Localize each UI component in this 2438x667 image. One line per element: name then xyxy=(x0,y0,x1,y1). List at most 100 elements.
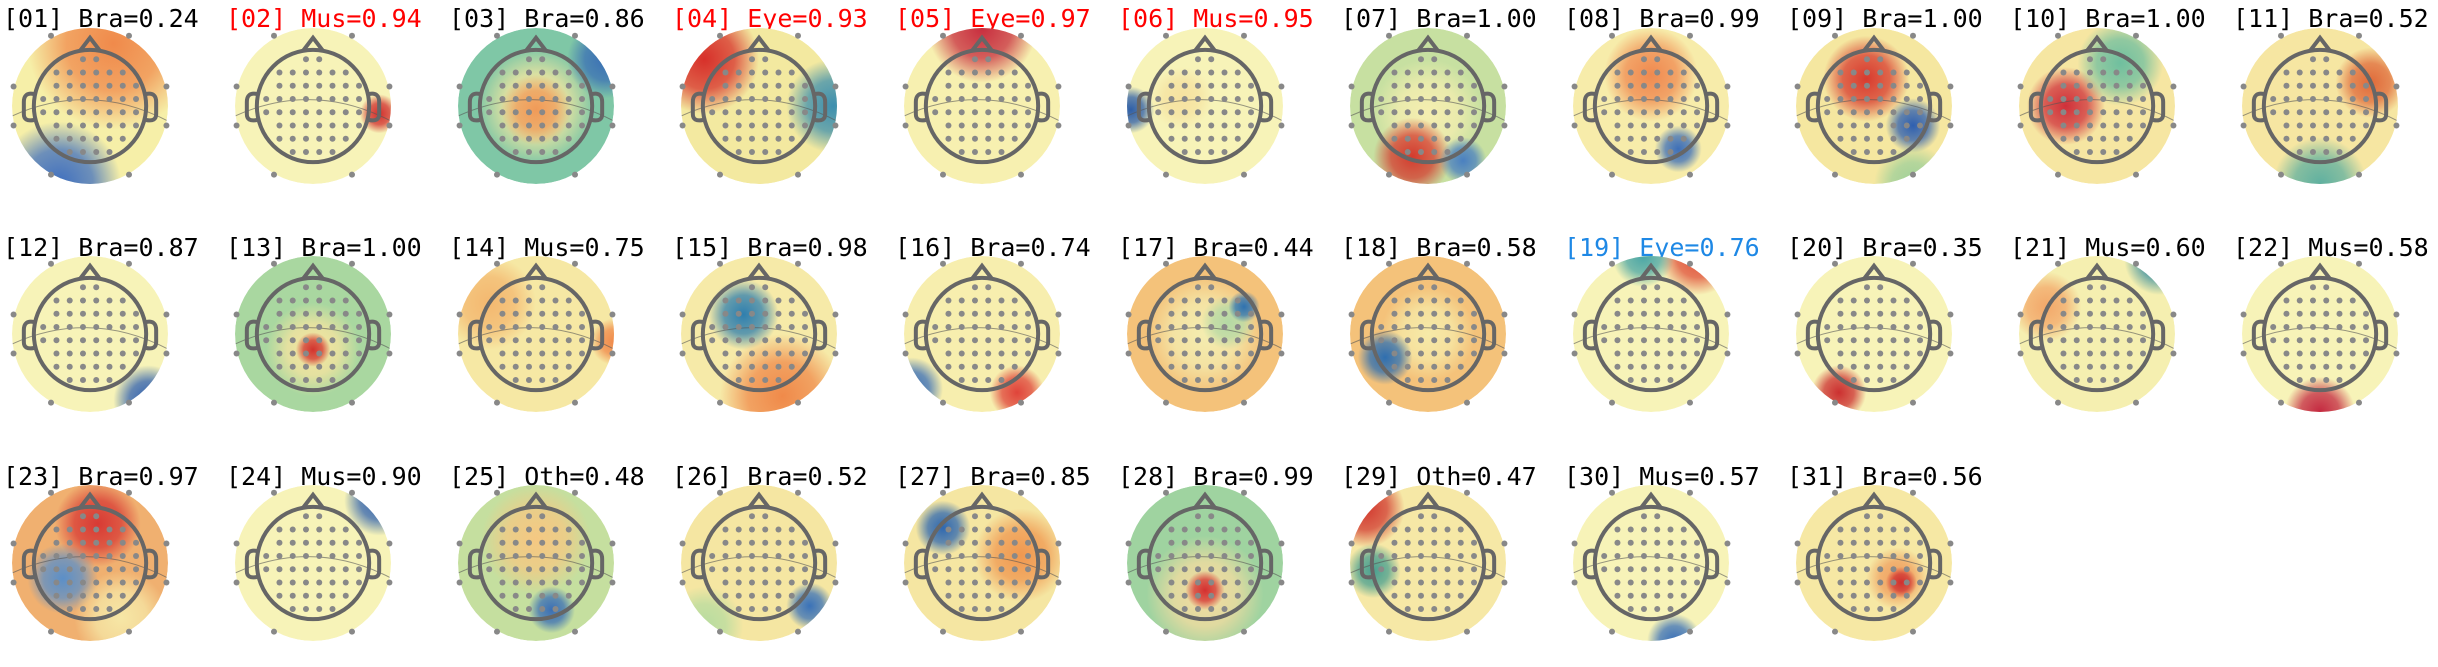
electrode xyxy=(1181,310,1188,317)
electrode xyxy=(1654,95,1661,102)
electrode xyxy=(552,377,559,384)
electrode xyxy=(133,122,140,129)
electrode xyxy=(1348,83,1355,90)
electrode xyxy=(2047,323,2054,330)
electrode xyxy=(133,552,140,559)
electrode xyxy=(2047,109,2054,116)
electrode xyxy=(1444,363,1451,370)
electrode xyxy=(1614,363,1621,370)
nose xyxy=(1862,491,1886,510)
electrode xyxy=(1824,109,1831,116)
electrode xyxy=(93,82,100,89)
electrode xyxy=(2113,149,2120,156)
electrode xyxy=(1208,310,1215,317)
electrode xyxy=(1654,149,1661,156)
electrode xyxy=(1680,592,1687,599)
electrode xyxy=(552,323,559,330)
electrode xyxy=(722,135,729,142)
electrode xyxy=(748,323,755,330)
electrode xyxy=(579,122,586,129)
electrode xyxy=(539,135,546,142)
electrode xyxy=(985,56,992,63)
electrode xyxy=(1654,82,1661,89)
head-outline xyxy=(1369,504,1487,622)
electrode xyxy=(1234,122,1241,129)
electrode xyxy=(53,82,60,89)
ear-left xyxy=(2028,91,2042,123)
electrode xyxy=(985,566,992,573)
ear-right xyxy=(145,548,159,580)
electrode xyxy=(1667,592,1674,599)
electrode xyxy=(1837,310,1844,317)
electrode xyxy=(762,566,769,573)
electrode xyxy=(2073,363,2080,370)
electrode xyxy=(79,95,86,102)
electrode xyxy=(1614,310,1621,317)
electrode xyxy=(2060,337,2067,344)
electrode xyxy=(1687,399,1693,406)
electrode xyxy=(316,606,323,613)
electrode xyxy=(1417,149,1424,156)
electrode xyxy=(762,135,769,142)
electrode xyxy=(1837,579,1844,586)
electrode xyxy=(1680,350,1687,357)
electrode xyxy=(48,489,54,496)
electrode xyxy=(2309,69,2316,76)
electrode xyxy=(762,149,769,156)
electrode xyxy=(512,82,519,89)
electrode xyxy=(316,513,323,520)
electrode xyxy=(539,56,546,63)
electrode xyxy=(106,323,113,330)
electrode xyxy=(1431,592,1438,599)
electrode xyxy=(802,109,809,116)
component: [21] Mus=0.60 xyxy=(2010,233,2206,412)
electrode xyxy=(1391,337,1398,344)
electrode xyxy=(512,579,519,586)
electrode xyxy=(722,552,729,559)
electrode xyxy=(735,149,742,156)
nose xyxy=(78,491,102,510)
electrode xyxy=(106,526,113,533)
electrode xyxy=(2126,122,2133,129)
electrode xyxy=(579,82,586,89)
electrode xyxy=(775,350,782,357)
electrode xyxy=(775,377,782,384)
nose xyxy=(78,34,102,53)
electrode xyxy=(748,526,755,533)
contour xyxy=(2242,99,2398,122)
electrode xyxy=(1404,566,1411,573)
electrode xyxy=(1609,260,1615,267)
electrode xyxy=(2140,109,2147,116)
electrode xyxy=(1444,579,1451,586)
electrode xyxy=(1234,592,1241,599)
electrode xyxy=(2296,363,2303,370)
electrode xyxy=(722,310,729,317)
electrode xyxy=(802,552,809,559)
contour xyxy=(2019,99,2175,122)
electrode xyxy=(2100,95,2107,102)
electrode xyxy=(2323,109,2330,116)
electrode xyxy=(1208,149,1215,156)
contour xyxy=(458,99,614,122)
electrode xyxy=(1055,83,1062,90)
ear-left xyxy=(2251,319,2265,351)
contour xyxy=(12,99,168,122)
electrode xyxy=(2323,95,2330,102)
electrode xyxy=(456,350,463,357)
electrode xyxy=(2100,149,2107,156)
electrode xyxy=(1850,297,1857,304)
electrode xyxy=(1694,323,1701,330)
electrode xyxy=(1910,32,1916,39)
electrode xyxy=(1018,628,1024,635)
electrode xyxy=(271,32,277,39)
electrode xyxy=(499,109,506,116)
electrode xyxy=(1181,552,1188,559)
electrode xyxy=(1404,149,1411,156)
electrode xyxy=(119,579,126,586)
electrode xyxy=(1011,109,1018,116)
electrode xyxy=(539,552,546,559)
electrode xyxy=(2296,69,2303,76)
ear-right xyxy=(145,319,159,351)
electrode xyxy=(539,363,546,370)
head-outline xyxy=(1146,47,1264,165)
